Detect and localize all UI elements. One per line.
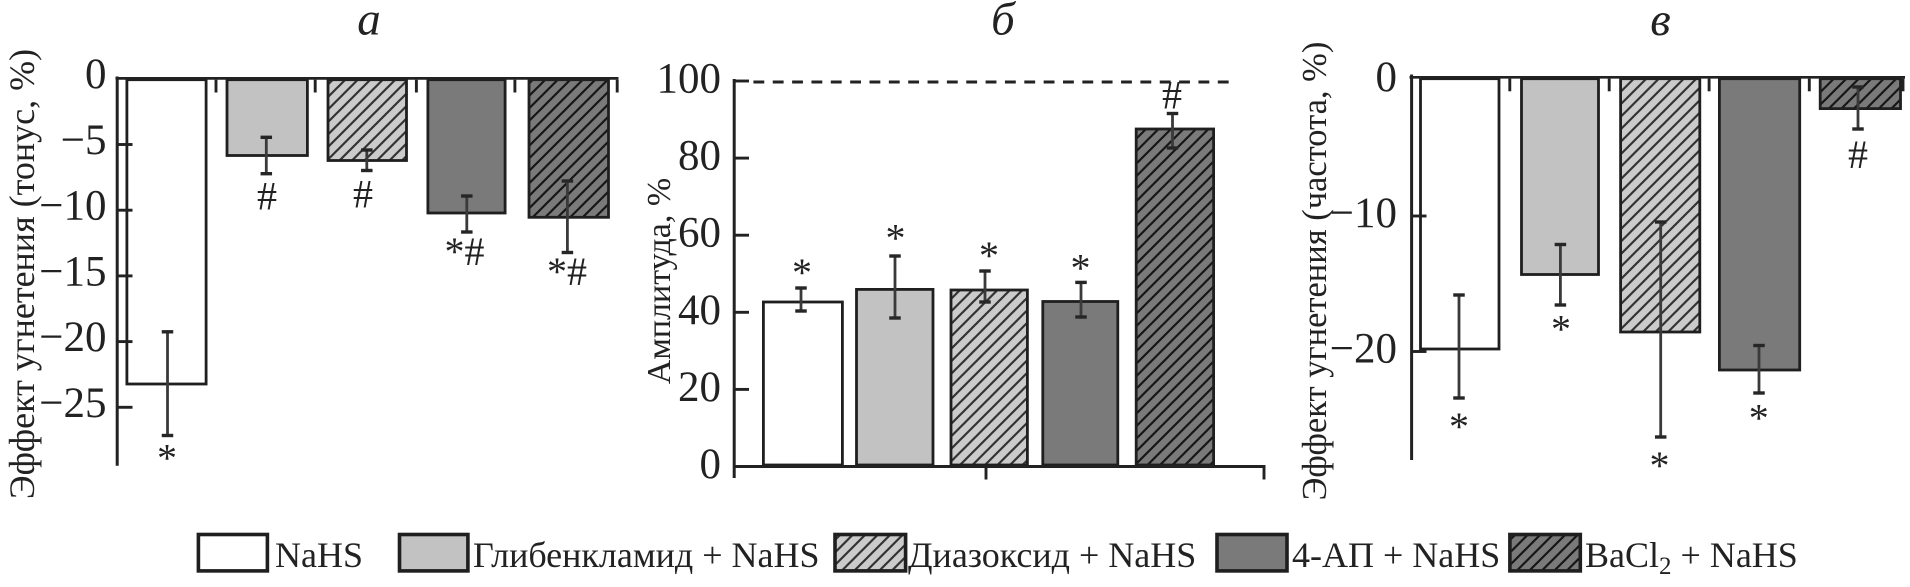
svg-text:*: * bbox=[157, 436, 177, 481]
svg-text:#: # bbox=[353, 172, 373, 217]
svg-text:в: в bbox=[1650, 0, 1670, 46]
svg-text:20: 20 bbox=[678, 364, 721, 411]
svg-text:−25: −25 bbox=[39, 380, 106, 427]
svg-text:#: # bbox=[1848, 132, 1868, 177]
svg-text:*: * bbox=[1551, 307, 1571, 352]
svg-text:60: 60 bbox=[678, 210, 721, 257]
svg-text:а: а bbox=[357, 0, 381, 46]
svg-text:−10: −10 bbox=[1330, 190, 1397, 237]
svg-text:NaHS: NaHS bbox=[275, 535, 363, 575]
svg-text:−10: −10 bbox=[39, 183, 106, 230]
svg-text:*: * bbox=[1449, 404, 1469, 449]
svg-text:BaCl2 + NaHS: BaCl2 + NaHS bbox=[1585, 535, 1798, 580]
svg-text:4-АП + NaHS: 4-АП + NaHS bbox=[1292, 535, 1500, 575]
svg-text:*: * bbox=[1749, 396, 1769, 441]
svg-text:−5: −5 bbox=[61, 117, 107, 164]
svg-text:−20: −20 bbox=[1330, 326, 1397, 373]
svg-text:Диазоксид + NaHS: Диазоксид + NaHS bbox=[908, 535, 1196, 575]
svg-text:*: * bbox=[886, 216, 906, 261]
svg-text:Амплитуда, %: Амплитуда, % bbox=[641, 178, 678, 384]
svg-text:−20: −20 bbox=[39, 314, 106, 361]
svg-text:*: * bbox=[979, 233, 999, 278]
svg-text:б: б bbox=[991, 0, 1016, 46]
svg-text:−15: −15 bbox=[39, 248, 106, 295]
svg-text:Глибенкламид + NaHS: Глибенкламид + NaHS bbox=[473, 535, 820, 575]
svg-text:Эффект угнетения (тонус, %): Эффект угнетения (тонус, %) bbox=[2, 49, 42, 499]
svg-text:*: * bbox=[1071, 246, 1091, 291]
svg-text:0: 0 bbox=[85, 51, 107, 98]
svg-text:40: 40 bbox=[678, 287, 721, 334]
svg-text:*: * bbox=[792, 250, 812, 295]
svg-text:Эффект угнетения (частота, %): Эффект угнетения (частота, %) bbox=[1296, 42, 1334, 501]
svg-text:*#: *# bbox=[547, 249, 587, 294]
svg-text:*: * bbox=[1650, 443, 1670, 488]
svg-text:#: # bbox=[257, 174, 277, 219]
svg-text:100: 100 bbox=[657, 56, 722, 103]
svg-text:0: 0 bbox=[700, 441, 722, 488]
svg-text:#: # bbox=[1162, 73, 1182, 118]
svg-text:80: 80 bbox=[678, 133, 721, 180]
svg-text:0: 0 bbox=[1376, 54, 1398, 101]
svg-text:*#: *# bbox=[445, 229, 485, 274]
